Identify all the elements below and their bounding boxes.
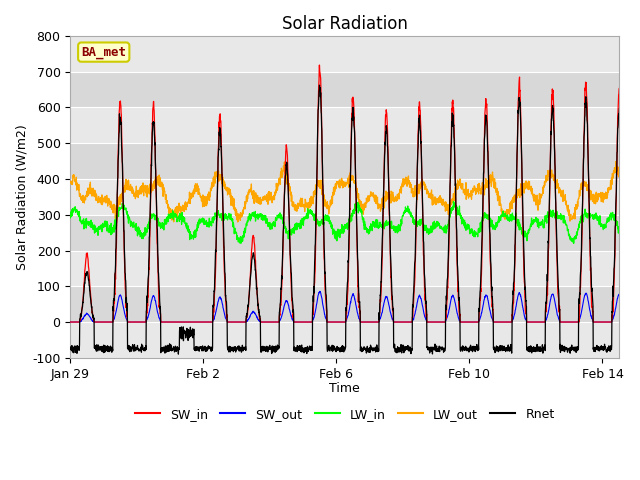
- SW_out: [111, 314, 118, 320]
- LW_out: [111, 205, 118, 211]
- LW_out: [67, 180, 74, 186]
- Rnet: [512, 192, 520, 198]
- SW_in: [111, 290, 118, 296]
- Y-axis label: Solar Radiation (W/m2): Solar Radiation (W/m2): [15, 124, 28, 270]
- LW_in: [512, 215, 520, 221]
- Rnet: [236, 348, 244, 353]
- Legend: SW_in, SW_out, LW_in, LW_out, Rnet: SW_in, SW_out, LW_in, LW_out, Rnet: [130, 403, 559, 426]
- Line: Rnet: Rnet: [70, 85, 636, 354]
- Line: LW_out: LW_out: [70, 162, 636, 222]
- Rnet: [175, 351, 182, 357]
- SW_in: [378, 288, 385, 293]
- LW_out: [188, 191, 196, 197]
- LW_in: [570, 240, 577, 246]
- SW_out: [316, 288, 324, 294]
- SW_in: [188, 319, 196, 325]
- SW_in: [632, 319, 639, 325]
- LW_in: [236, 239, 244, 244]
- SW_out: [378, 313, 385, 319]
- SW_in: [236, 319, 244, 325]
- LW_out: [234, 219, 241, 225]
- Line: LW_in: LW_in: [70, 202, 636, 243]
- Line: SW_out: SW_out: [70, 291, 636, 322]
- SW_out: [188, 319, 196, 325]
- SW_in: [512, 210, 520, 216]
- SW_out: [181, 319, 189, 325]
- Bar: [70, 251, 619, 286]
- LW_in: [632, 220, 639, 226]
- Title: Solar Radiation: Solar Radiation: [282, 15, 408, 33]
- SW_out: [512, 304, 520, 310]
- SW_in: [316, 62, 323, 68]
- SW_in: [181, 319, 189, 325]
- LW_in: [181, 220, 189, 226]
- Rnet: [632, 347, 639, 352]
- Rnet: [181, 331, 189, 336]
- Bar: [70, 322, 619, 358]
- SW_out: [236, 319, 244, 325]
- LW_out: [612, 159, 620, 165]
- LW_out: [378, 204, 385, 210]
- X-axis label: Time: Time: [330, 382, 360, 395]
- Bar: [70, 108, 619, 143]
- Bar: [70, 36, 619, 72]
- LW_in: [67, 215, 74, 221]
- LW_in: [450, 199, 458, 204]
- SW_out: [632, 319, 639, 325]
- Rnet: [67, 344, 74, 350]
- Rnet: [378, 265, 385, 271]
- LW_in: [377, 223, 385, 229]
- LW_out: [632, 201, 639, 207]
- Rnet: [189, 326, 196, 332]
- Line: SW_in: SW_in: [70, 65, 636, 322]
- LW_out: [236, 217, 244, 223]
- LW_in: [188, 234, 196, 240]
- Rnet: [111, 283, 118, 288]
- Bar: [70, 179, 619, 215]
- SW_out: [67, 319, 74, 325]
- Text: BA_met: BA_met: [81, 46, 126, 59]
- SW_in: [67, 319, 74, 325]
- LW_in: [111, 217, 118, 223]
- LW_out: [512, 193, 520, 199]
- LW_out: [181, 200, 189, 206]
- Rnet: [316, 82, 323, 88]
